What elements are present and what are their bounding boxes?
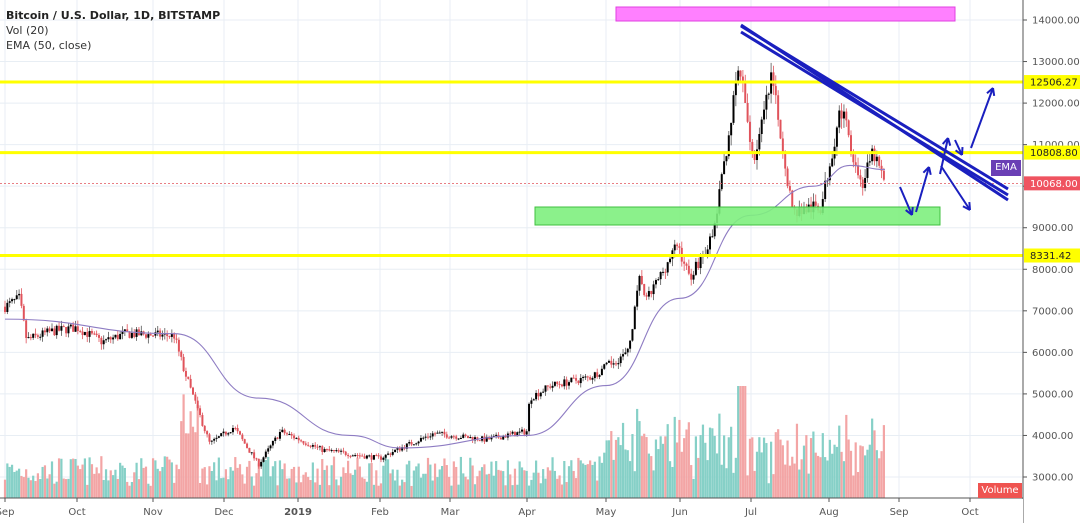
candlesticks: [4, 62, 885, 469]
price-tick: 9000.00: [1032, 223, 1073, 234]
time-tick: 2019: [284, 507, 312, 518]
zones[interactable]: [534, 6, 956, 226]
level-price-label: 10808.80: [1030, 148, 1078, 159]
price-tick: 13000.00: [1032, 57, 1080, 68]
volume-badge[interactable]: Volume: [978, 483, 1022, 498]
time-tick: May: [596, 507, 617, 518]
ema-line: [4, 164, 886, 449]
ema-badge[interactable]: EMA: [991, 160, 1021, 176]
time-tick: Mar: [441, 507, 461, 518]
price-tick: 5000.00: [1032, 389, 1073, 400]
time-tick: Sep: [0, 507, 14, 518]
price-tick: 14000.00: [1032, 16, 1080, 27]
price-tick: 8000.00: [1032, 265, 1073, 276]
ema-indicator-label[interactable]: EMA (50, close): [6, 39, 92, 52]
price-tick: 6000.00: [1032, 348, 1073, 359]
price-tick: 7000.00: [1032, 306, 1073, 317]
support-zone: [534, 206, 941, 226]
horizontal-levels[interactable]: [0, 80, 1023, 258]
time-tick: Nov: [143, 507, 163, 518]
time-tick: Oct: [961, 507, 978, 518]
level-price-label: 12506.27: [1030, 78, 1078, 89]
price-tick: 12000.00: [1032, 99, 1080, 110]
price-tick: 3000.00: [1032, 473, 1073, 484]
projection-arrows[interactable]: [899, 87, 996, 216]
time-tick: Aug: [819, 507, 839, 518]
time-tick: Dec: [214, 507, 233, 518]
time-tick: Apr: [518, 507, 536, 518]
price-tick: 4000.00: [1032, 431, 1073, 442]
trendline[interactable]: [740, 23, 1009, 202]
time-tick: Jul: [744, 507, 757, 518]
level-price-label: 8331.42: [1030, 251, 1071, 262]
level-price-label: 10068.00: [1030, 179, 1078, 190]
ema-badge-label: EMA: [995, 162, 1017, 173]
symbol-title[interactable]: Bitcoin / U.S. Dollar, 1D, BITSTAMP: [6, 9, 221, 22]
time-tick: Sep: [890, 507, 909, 518]
volume-bars: [3, 386, 885, 498]
grid-lines: [0, 0, 1023, 498]
time-tick: Oct: [68, 507, 85, 518]
volume-badge-label: Volume: [981, 485, 1019, 496]
target-zone: [615, 6, 956, 22]
time-tick: Jun: [671, 507, 688, 518]
volume-indicator-label[interactable]: Vol (20): [6, 24, 49, 37]
time-tick: Feb: [371, 507, 389, 518]
chart-legend: Bitcoin / U.S. Dollar, 1D, BITSTAMP Vol …: [6, 8, 220, 53]
